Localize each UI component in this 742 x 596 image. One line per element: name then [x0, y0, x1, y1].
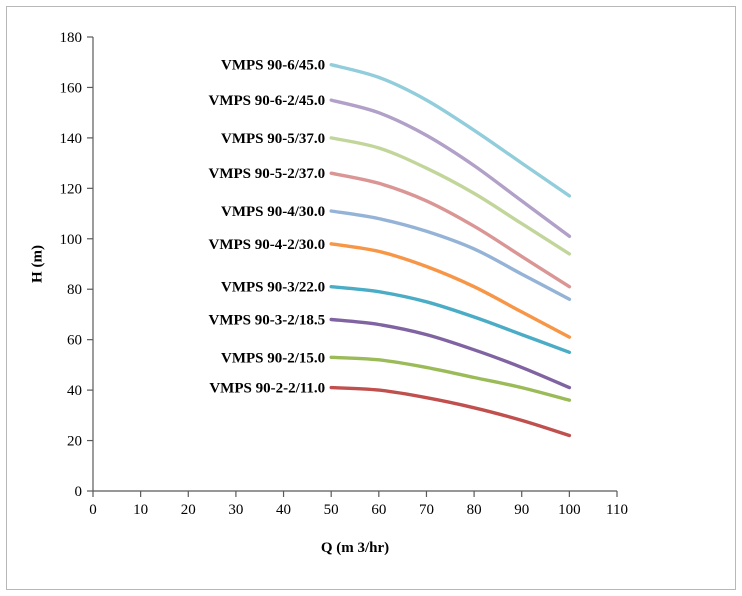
x-tick-label: 10: [133, 502, 148, 518]
series-label: VMPS 90-5/37.0: [221, 131, 325, 147]
x-tick-label: 20: [181, 502, 196, 518]
series-label: VMPS 90-4/30.0: [221, 204, 325, 220]
y-tick-label: 180: [60, 30, 83, 46]
x-axis-title: Q (m 3/hr): [320, 540, 390, 556]
series-label: VMPS 90-4-2/30.0: [209, 237, 326, 253]
series-label: VMPS 90-6/45.0: [221, 58, 325, 74]
series-curve: [329, 285, 572, 354]
series-curve: [329, 98, 572, 238]
series-curve: [329, 355, 572, 402]
x-tick-label: 100: [558, 502, 581, 518]
x-tick-label: 40: [276, 502, 291, 518]
series-curve: [329, 63, 572, 198]
x-tick-label: 110: [606, 502, 628, 518]
y-axis-title: H (m): [29, 245, 46, 283]
y-tick-label: 80: [67, 282, 82, 298]
y-tick-label: 100: [60, 232, 83, 248]
x-tick-label: 70: [419, 502, 434, 518]
series-curve: [329, 242, 572, 339]
series-curve: [329, 136, 572, 256]
y-tick-label: 140: [60, 131, 83, 147]
series-label: VMPS 90-5-2/37.0: [209, 166, 326, 182]
x-tick-label: 90: [514, 502, 529, 518]
y-tick-label: 120: [60, 181, 83, 197]
x-tick-label: 0: [89, 502, 97, 518]
chart-border: [6, 6, 736, 590]
x-tick-label: 50: [324, 502, 339, 518]
series-curve: [329, 317, 572, 390]
series-curve: [329, 171, 572, 289]
series-label: VMPS 90-2/15.0: [221, 350, 325, 366]
y-tick-label: 40: [67, 383, 82, 399]
y-tick-label: 0: [75, 484, 83, 500]
series-label: VMPS 90-6-2/45.0: [209, 93, 326, 109]
y-tick-label: 20: [67, 434, 82, 450]
series-label: VMPS 90-3-2/18.5: [209, 312, 326, 328]
y-tick-label: 60: [67, 333, 82, 349]
series-curve: [329, 385, 572, 438]
x-tick-label: 30: [228, 502, 243, 518]
x-tick-label: 80: [467, 502, 482, 518]
series-label: VMPS 90-2-2/11.0: [209, 381, 325, 397]
x-tick-label: 60: [371, 502, 386, 518]
series-label: VMPS 90-3/22.0: [221, 280, 325, 296]
series-curve: [329, 209, 572, 301]
y-tick-label: 160: [60, 80, 83, 96]
